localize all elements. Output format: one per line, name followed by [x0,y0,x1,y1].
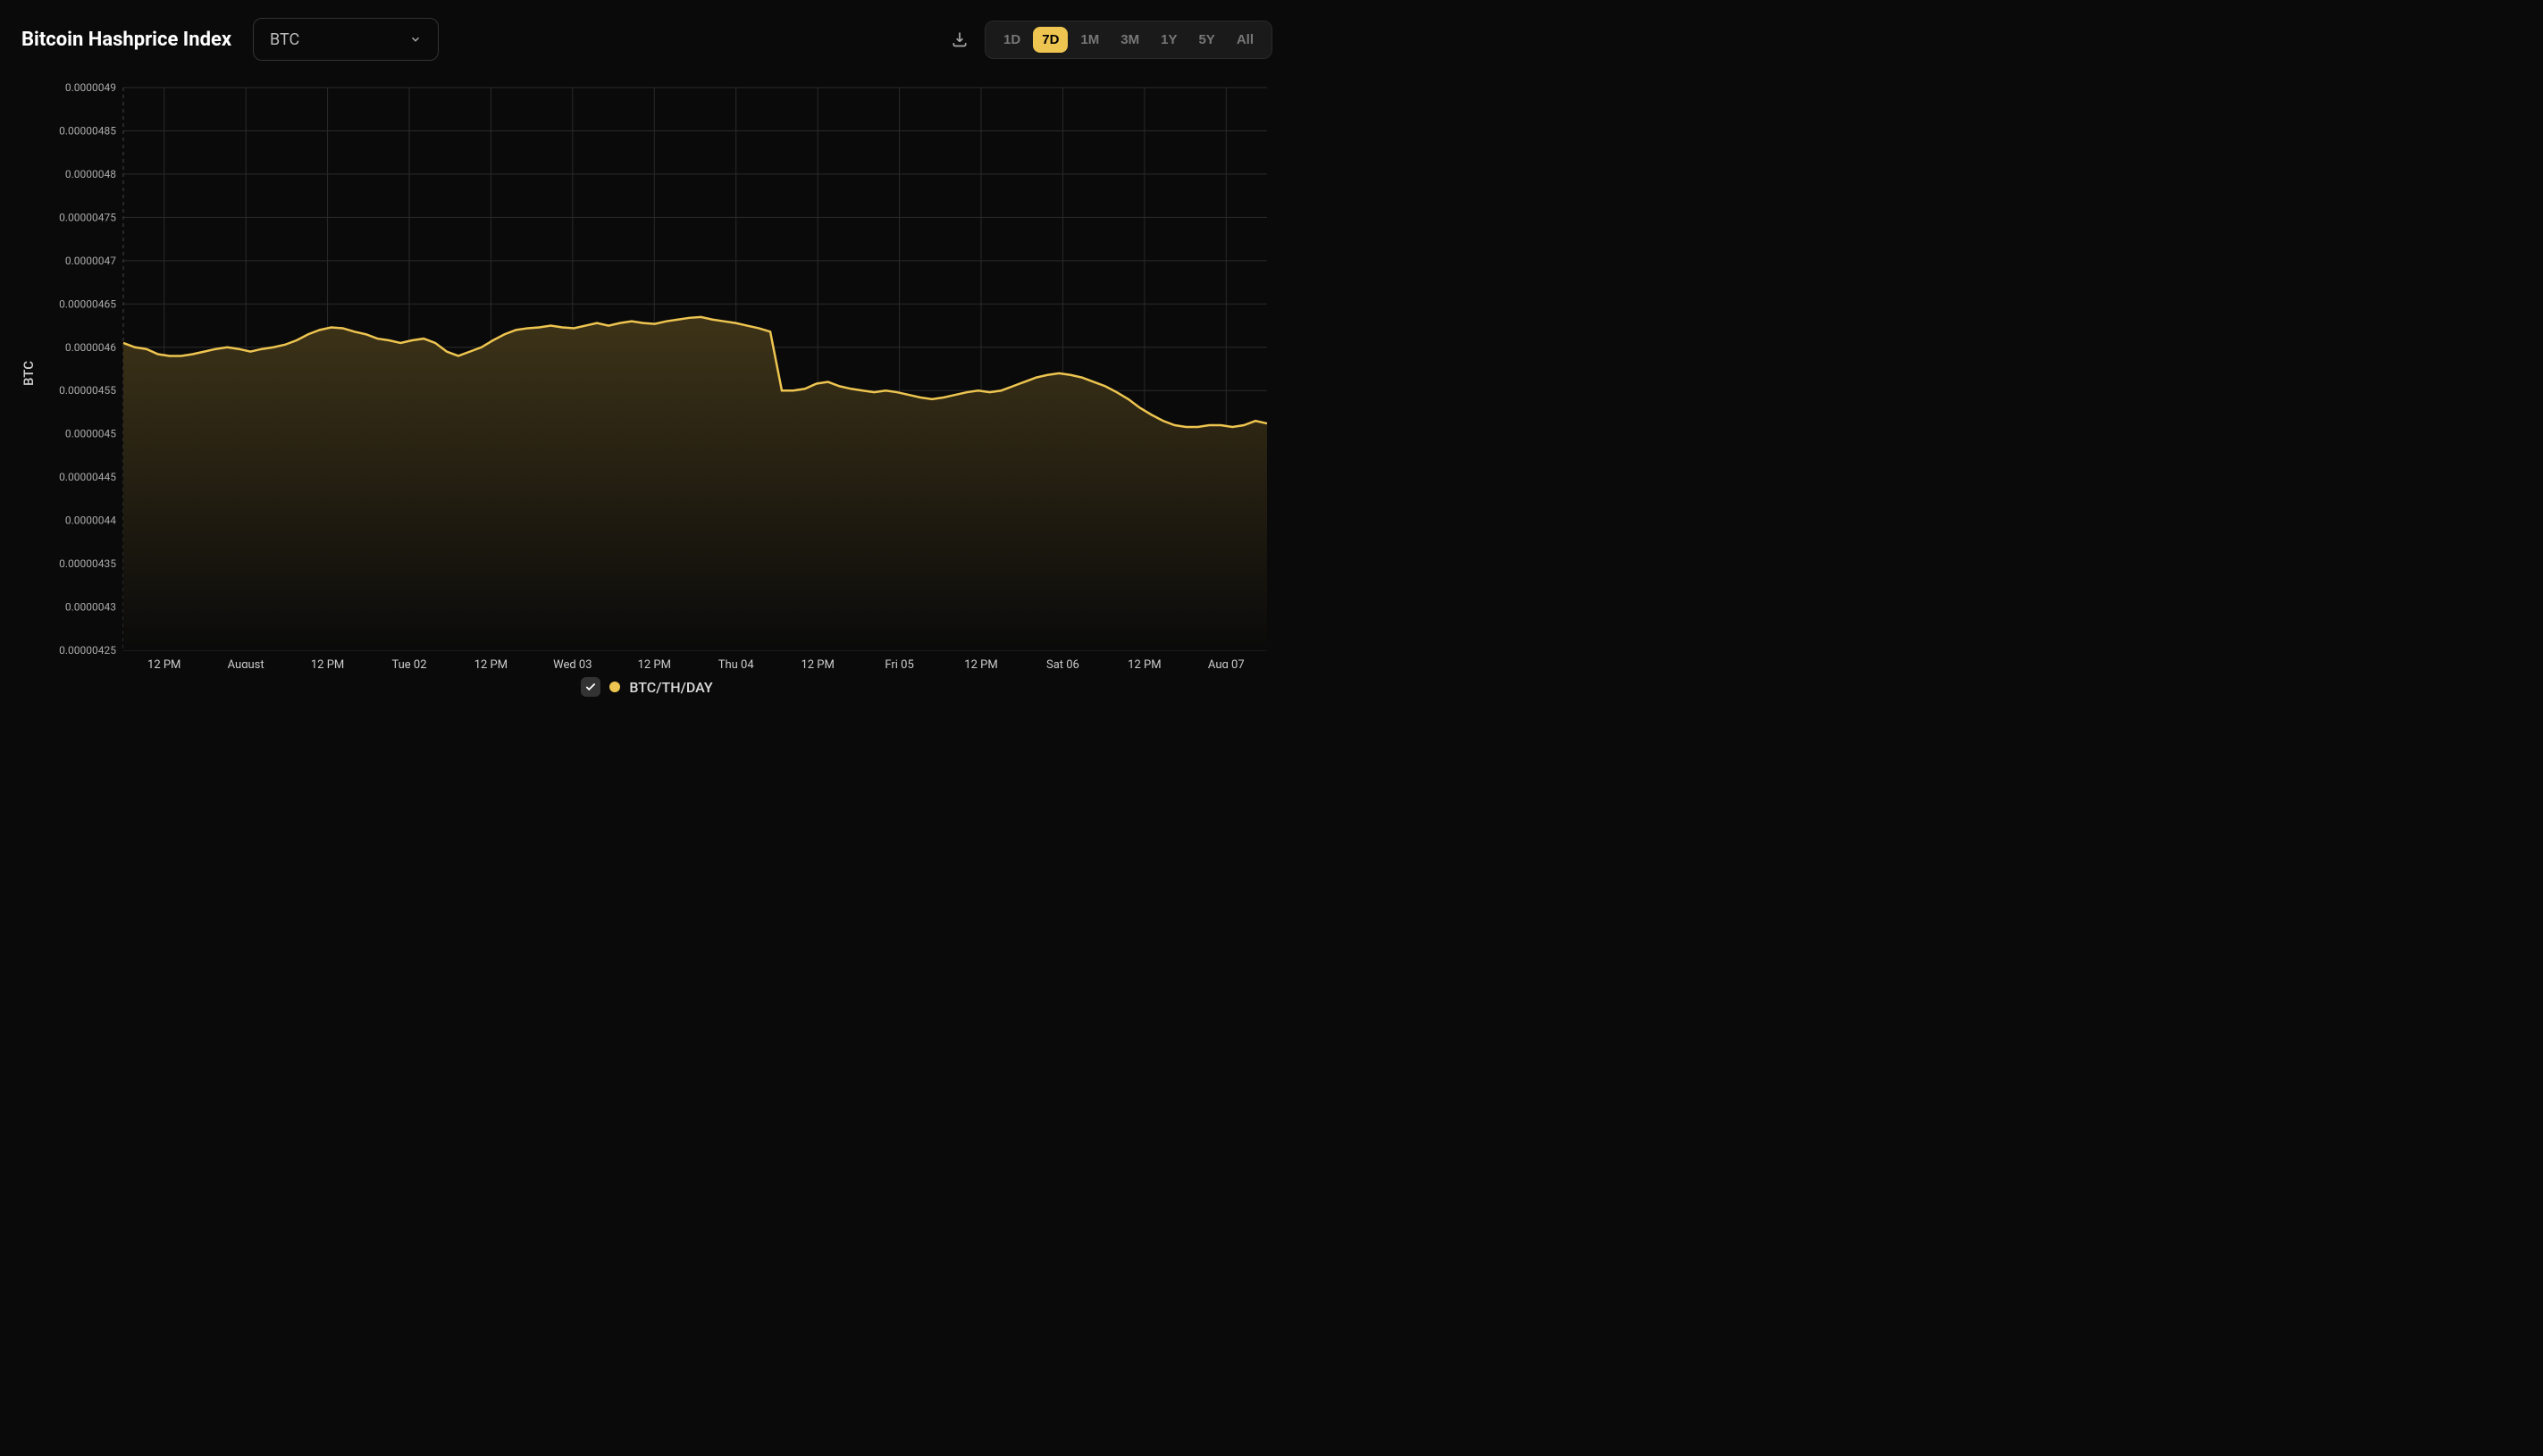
download-icon[interactable] [951,30,969,48]
page-title: Bitcoin Hashprice Index [21,29,231,51]
y-axis-label: BTC [21,361,37,386]
svg-text:12 PM: 12 PM [311,658,344,668]
currency-dropdown[interactable]: BTC [253,18,439,61]
svg-text:0.0000049: 0.0000049 [65,81,116,94]
range-1m[interactable]: 1M [1071,27,1108,53]
check-icon [584,681,597,693]
svg-text:0.00000435: 0.00000435 [59,557,116,570]
svg-text:12 PM: 12 PM [801,658,834,668]
range-1y[interactable]: 1Y [1152,27,1186,53]
range-5y[interactable]: 5Y [1189,27,1223,53]
svg-text:12 PM: 12 PM [474,658,508,668]
svg-text:Fri 05: Fri 05 [885,658,913,668]
right-controls: 1D 7D 1M 3M 1Y 5Y All [951,21,1272,59]
chart-legend: BTC/TH/DAY [0,668,1294,706]
svg-text:12 PM: 12 PM [1128,658,1161,668]
chevron-down-icon [409,33,422,46]
svg-text:0.00000465: 0.00000465 [59,297,116,310]
range-1d[interactable]: 1D [995,27,1029,53]
chart-header: Bitcoin Hashprice Index BTC 1D 7D 1M 3M … [0,0,1294,79]
svg-text:0.0000043: 0.0000043 [65,601,116,614]
svg-text:Sat 06: Sat 06 [1046,658,1079,668]
svg-text:0.0000045: 0.0000045 [65,428,116,440]
hashprice-chart[interactable]: 0.0000049 0.00000485 0.0000048 0.00000475 0.… [43,79,1272,668]
svg-text:0.00000455: 0.00000455 [59,384,116,397]
svg-text:Tue 02: Tue 02 [391,658,426,668]
svg-text:Wed 03: Wed 03 [553,658,592,668]
range-3m[interactable]: 3M [1112,27,1148,53]
svg-text:0.00000485: 0.00000485 [59,124,116,137]
range-7d[interactable]: 7D [1033,27,1068,53]
svg-text:August: August [228,658,264,668]
svg-text:0.0000047: 0.0000047 [65,255,116,267]
svg-text:0.0000046: 0.0000046 [65,341,116,354]
svg-text:0.00000425: 0.00000425 [59,644,116,657]
time-range-selector: 1D 7D 1M 3M 1Y 5Y All [985,21,1272,59]
chart-container: BTC 0.00000490.000004850.00000480.000004… [43,79,1272,668]
svg-text:12 PM: 12 PM [964,658,997,668]
svg-text:0.0000044: 0.0000044 [65,515,116,527]
svg-text:0.00000445: 0.00000445 [59,471,116,483]
svg-text:0.0000048: 0.0000048 [65,168,116,180]
legend-dot [609,682,620,692]
dropdown-label: BTC [270,30,299,49]
legend-label: BTC/TH/DAY [629,679,712,696]
range-all[interactable]: All [1228,27,1263,53]
svg-text:12 PM: 12 PM [638,658,671,668]
svg-text:Aug 07: Aug 07 [1208,658,1245,668]
svg-text:12 PM: 12 PM [147,658,180,668]
legend-checkbox[interactable] [581,677,600,697]
svg-text:0.00000475: 0.00000475 [59,211,116,223]
svg-text:Thu 04: Thu 04 [718,658,755,668]
